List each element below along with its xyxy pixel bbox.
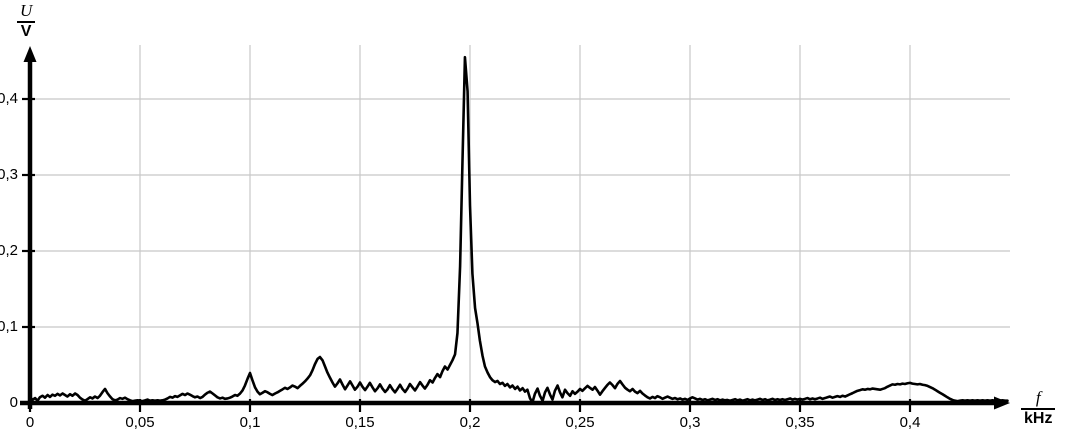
axis-lines (20, 46, 1010, 410)
y-axis-arrow-icon (23, 46, 37, 62)
x-axis-label: f kHz (1021, 388, 1056, 428)
tick-marks (22, 97, 912, 412)
data-curve (28, 55, 1009, 404)
y-axis-label-numerator: U (20, 1, 33, 20)
x-axis-arrow-icon (994, 396, 1010, 410)
grid-lines (30, 45, 1010, 403)
y-axis-tick-label: 0,2 (0, 242, 18, 259)
y-axis-tick-label: 0,4 (0, 90, 18, 107)
y-axis-label: U V (17, 1, 36, 41)
y-axis-tick-label: 0,1 (0, 318, 18, 335)
x-axis-tick-label: 0,25 (565, 414, 595, 431)
y-axis-tick-label: 0 (9, 394, 18, 411)
x-axis-label-numerator: f (1035, 388, 1041, 407)
y-axis-tick-label: 0,3 (0, 166, 18, 183)
x-axis-tick-label: 0,2 (459, 414, 481, 431)
x-axis-tick-label: 0,05 (125, 414, 155, 431)
x-axis-tick-label: 0,35 (785, 414, 815, 431)
x-axis-tick-label: 0 (25, 414, 35, 431)
x-axis-tick-label: 0,15 (345, 414, 375, 431)
x-axis-tick-label: 0,3 (679, 414, 701, 431)
x-axis-label-denominator: kHz (1021, 407, 1056, 428)
x-axis-tick-label: 0,1 (239, 414, 261, 431)
y-axis-label-denominator: V (17, 20, 36, 41)
x-axis-tick-label: 0,4 (899, 414, 921, 431)
